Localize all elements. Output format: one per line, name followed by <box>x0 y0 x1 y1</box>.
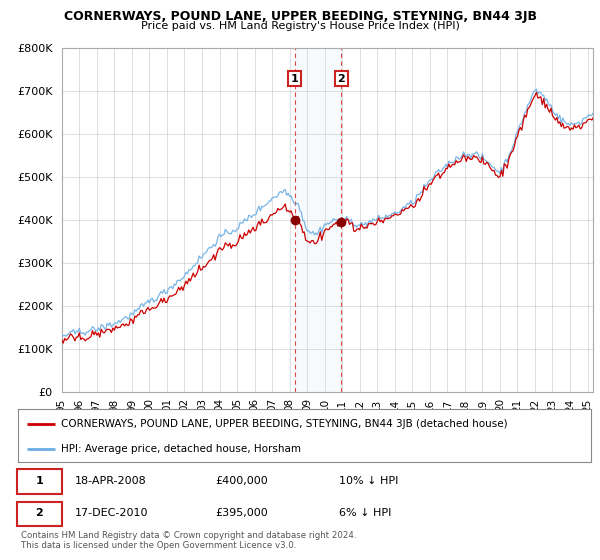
Text: 6% ↓ HPI: 6% ↓ HPI <box>339 508 391 519</box>
Text: 18-APR-2008: 18-APR-2008 <box>76 476 147 486</box>
Text: £395,000: £395,000 <box>215 508 268 519</box>
Text: CORNERWAYS, POUND LANE, UPPER BEEDING, STEYNING, BN44 3JB: CORNERWAYS, POUND LANE, UPPER BEEDING, S… <box>64 10 536 22</box>
Bar <box>295 48 341 392</box>
Text: 1: 1 <box>291 73 299 83</box>
Text: HPI: Average price, detached house, Horsham: HPI: Average price, detached house, Hors… <box>61 444 301 454</box>
Text: 10% ↓ HPI: 10% ↓ HPI <box>339 476 398 486</box>
FancyBboxPatch shape <box>17 502 62 526</box>
Text: Price paid vs. HM Land Registry's House Price Index (HPI): Price paid vs. HM Land Registry's House … <box>140 21 460 31</box>
Text: 1: 1 <box>35 476 43 486</box>
Text: 17-DEC-2010: 17-DEC-2010 <box>76 508 149 519</box>
Text: CORNERWAYS, POUND LANE, UPPER BEEDING, STEYNING, BN44 3JB (detached house): CORNERWAYS, POUND LANE, UPPER BEEDING, S… <box>61 419 508 429</box>
Text: This data is licensed under the Open Government Licence v3.0.: This data is licensed under the Open Gov… <box>21 541 296 550</box>
FancyBboxPatch shape <box>17 469 62 494</box>
Text: Contains HM Land Registry data © Crown copyright and database right 2024.: Contains HM Land Registry data © Crown c… <box>21 531 356 540</box>
Text: 2: 2 <box>338 73 346 83</box>
Text: 2: 2 <box>35 508 43 519</box>
Text: £400,000: £400,000 <box>215 476 268 486</box>
